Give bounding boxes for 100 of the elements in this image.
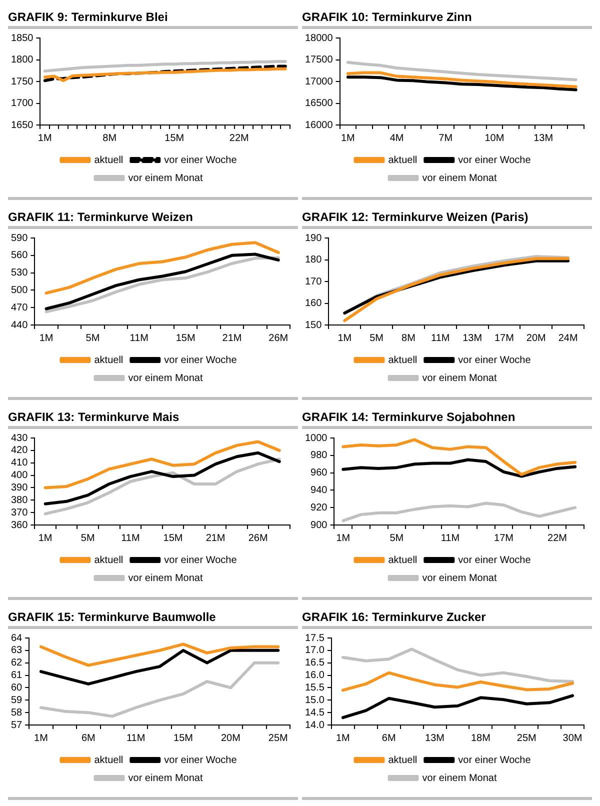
y-tick-label: 400 — [10, 470, 28, 482]
y-tick-label: 380 — [10, 494, 28, 506]
x-tick-label: 21M — [206, 532, 226, 544]
x-tick-label: 1M — [38, 532, 52, 544]
x-tick-label: 1M — [38, 132, 52, 144]
legend-label: aktuell — [388, 554, 418, 566]
legend-label: vor einer Woche — [164, 154, 238, 166]
legend-label: vor einem Monat — [422, 772, 497, 784]
y-tick-label: 14.5 — [304, 707, 325, 718]
y-tick-label: 900 — [310, 520, 328, 531]
x-tick-label: 4M — [390, 132, 404, 144]
y-tick-label: 420 — [10, 445, 28, 456]
y-tick-label: 430 — [10, 432, 28, 444]
y-tick-label: 1800 — [10, 54, 34, 66]
x-tick-label: 1M — [34, 732, 48, 744]
legend-label: aktuell — [94, 154, 124, 166]
y-tick-label: 18000 — [304, 32, 334, 44]
legend-label: aktuell — [388, 754, 418, 766]
y-tick-label: 370 — [10, 507, 28, 518]
legend-label: aktuell — [94, 354, 124, 366]
y-tick-label: 920 — [310, 502, 328, 514]
x-tick-label: 11M — [440, 532, 460, 544]
y-tick-label: 160 — [304, 298, 322, 309]
x-tick-label: 6M — [382, 732, 396, 744]
legend-label: vor einer Woche — [458, 754, 532, 766]
legend-label: vor einer Woche — [164, 354, 238, 366]
legend-label: vor einem Monat — [128, 172, 203, 184]
y-tick-label: 170 — [304, 276, 322, 288]
y-tick-label: 63 — [11, 645, 23, 656]
x-tick-label: 8M — [402, 332, 416, 344]
y-tick-label: 1650 — [10, 120, 34, 131]
x-tick-label: 11M — [130, 332, 148, 344]
x-tick-label: 22M — [548, 532, 567, 544]
y-tick-label: 180 — [304, 254, 322, 266]
x-tick-label: 13M — [462, 332, 482, 344]
chart-title: GRAFIK 11: Terminkurve Weizen — [8, 209, 194, 226]
y-tick-label: 60 — [11, 682, 23, 694]
x-tick-label: 26M — [268, 332, 288, 344]
x-tick-label: 21M — [222, 332, 242, 344]
y-tick-label: 17500 — [304, 54, 334, 66]
y-tick-label: 470 — [10, 302, 28, 314]
x-tick-label: 1M — [338, 332, 352, 344]
chart-title: GRAFIK 9: Terminkurve Blei — [8, 9, 169, 26]
x-tick-label: 5M — [80, 532, 95, 544]
y-tick-label: 980 — [310, 450, 328, 462]
y-tick-label: 530 — [10, 268, 28, 279]
y-tick-label: 59 — [11, 694, 23, 706]
x-tick-label: 11M — [431, 332, 450, 344]
x-tick-label: 13M — [534, 132, 554, 144]
x-tick-label: 13M — [425, 732, 444, 744]
x-tick-label: 8M — [102, 132, 117, 144]
x-tick-label: 20M — [220, 732, 240, 744]
legend-label: aktuell — [388, 154, 418, 166]
x-tick-label: 15M — [174, 732, 194, 744]
y-tick-label: 16000 — [304, 120, 334, 131]
x-tick-label: 25M — [268, 732, 288, 744]
x-tick-label: 11M — [121, 532, 140, 544]
y-tick-label: 560 — [10, 250, 28, 262]
x-tick-label: 5M — [390, 532, 404, 544]
legend-label: aktuell — [94, 554, 124, 566]
x-tick-label: 1M — [336, 532, 350, 544]
chart-title: GRAFIK 12: Terminkurve Weizen (Paris) — [302, 209, 530, 226]
x-tick-label: 7M — [438, 132, 453, 144]
x-tick-label: 5M — [86, 332, 100, 344]
chart-title: GRAFIK 13: Terminkurve Mais — [8, 409, 180, 426]
legend-label: vor einer Woche — [458, 554, 532, 566]
y-tick-label: 62 — [11, 658, 23, 669]
y-tick-label: 15.0 — [304, 694, 325, 706]
legend-label: vor einer Woche — [458, 354, 532, 366]
legend-label: vor einer Woche — [164, 554, 238, 566]
y-tick-label: 15.5 — [304, 682, 325, 694]
y-tick-label: 17.5 — [304, 632, 325, 644]
x-tick-label: 17M — [494, 332, 514, 344]
x-tick-label: 1M — [340, 132, 355, 144]
x-tick-label: 22M — [229, 132, 249, 144]
x-tick-label: 15M — [176, 332, 196, 344]
y-tick-label: 940 — [310, 484, 328, 496]
y-tick-label: 1000 — [304, 432, 328, 444]
x-tick-label: 1M — [39, 332, 54, 344]
y-tick-label: 390 — [10, 482, 28, 494]
y-tick-label: 57 — [11, 720, 23, 731]
y-tick-label: 360 — [10, 520, 28, 531]
y-tick-label: 1850 — [10, 32, 34, 44]
chart-title: GRAFIK 14: Terminkurve Sojabohnen — [302, 409, 516, 426]
x-tick-label: 10M — [484, 132, 504, 144]
x-tick-label: 15M — [164, 132, 184, 144]
y-tick-label: 150 — [304, 320, 322, 331]
y-tick-label: 16.5 — [304, 658, 325, 669]
x-tick-label: 26M — [248, 532, 268, 544]
y-tick-label: 16500 — [304, 98, 334, 109]
y-tick-label: 64 — [11, 632, 23, 644]
x-tick-label: 18M — [470, 732, 490, 744]
x-tick-label: 5M — [370, 332, 384, 344]
x-tick-label: 20M — [526, 332, 546, 344]
y-tick-label: 190 — [304, 232, 322, 244]
x-tick-label: 24M — [558, 332, 578, 344]
y-tick-label: 440 — [10, 320, 28, 331]
legend-label: vor einem Monat — [422, 372, 497, 384]
x-tick-label: 30M — [562, 732, 582, 744]
legend-label: aktuell — [94, 754, 124, 766]
